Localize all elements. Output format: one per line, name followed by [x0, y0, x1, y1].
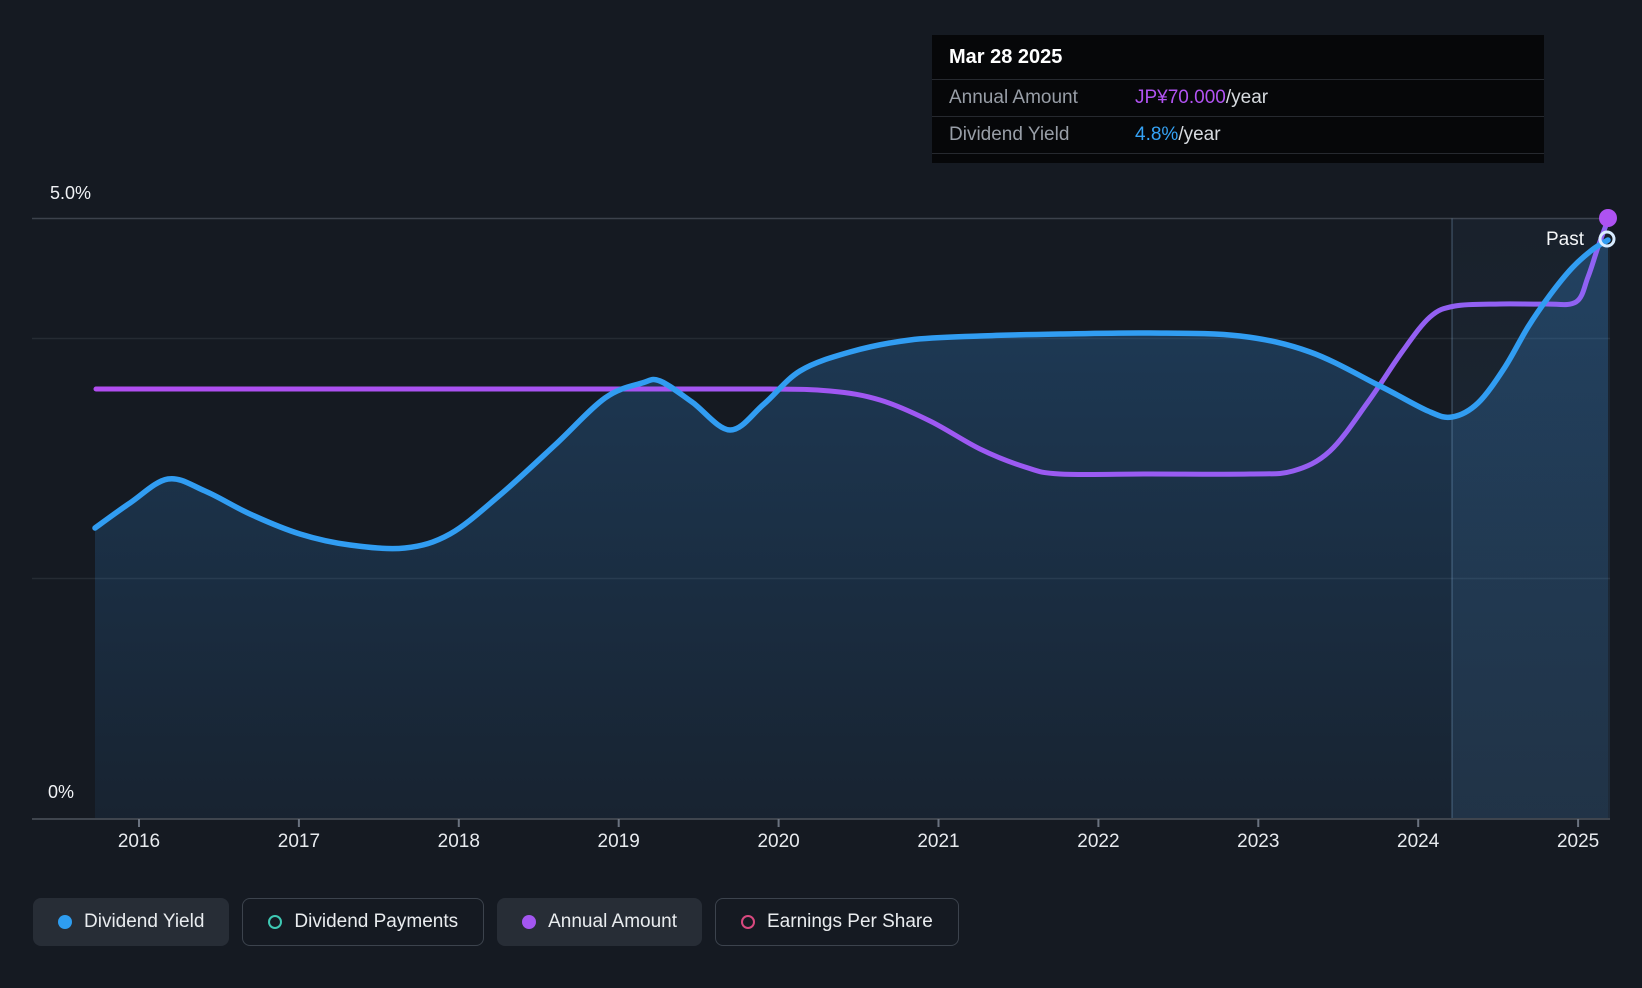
legend-swatch-dot: [522, 915, 537, 929]
x-axis-label-2025: 2025: [1556, 831, 1600, 852]
x-axis-label-2018: 2018: [437, 831, 480, 852]
annual-amount-line: [93, 217, 1611, 478]
tooltip-date: Mar 28 2025: [932, 35, 1544, 80]
legend-label: Earnings Per Share: [767, 911, 933, 932]
legend-pill-dividend-payments[interactable]: Dividend Payments: [242, 898, 485, 946]
tooltip-suffix: /year: [1178, 124, 1221, 145]
x-axis-label-2022: 2022: [1077, 831, 1120, 852]
tooltip-suffix: /year: [1225, 87, 1269, 108]
legend-label: Annual Amount: [548, 911, 677, 932]
chart-legend: Dividend Yield Dividend Payments Annual Am…: [33, 898, 959, 946]
legend-swatch-ring: [268, 915, 283, 929]
x-axis-label-2016: 2016: [117, 831, 161, 852]
tooltip-row-dividend-yield: Dividend Yield 4.8%/year: [932, 117, 1544, 154]
legend-swatch-ring: [741, 915, 755, 929]
legend-swatch-dot: [58, 915, 72, 929]
y-axis-label-top: 5.0%: [50, 183, 92, 203]
legend-pill-annual-amount[interactable]: Annual Amount: [497, 898, 702, 946]
past-hover-band: [1452, 218, 1610, 819]
dividend-yield-endpoint-dot[interactable]: [1598, 230, 1616, 248]
legend-label: Dividend Payments: [294, 911, 459, 932]
legend-label: Dividend Yield: [84, 911, 205, 932]
chart-tooltip: Mar 28 2025 Annual Amount JP¥70.000/year…: [932, 35, 1544, 163]
tooltip-value: 4.8%: [1135, 124, 1179, 145]
x-axis-label-2017: 2017: [277, 831, 321, 852]
x-axis-label-2023: 2023: [1237, 831, 1280, 852]
x-axis-labels: 2016 2017 2018 2019 2020 2021 2022 2023 2024 2025: [0, 831, 1642, 861]
x-axis-label-2019: 2019: [597, 831, 640, 852]
legend-pill-dividend-yield[interactable]: Dividend Yield: [33, 898, 230, 946]
past-label: Past: [1546, 229, 1585, 250]
tooltip-label: Annual Amount: [949, 87, 1078, 108]
legend-pill-earnings-per-share[interactable]: Earnings Per Share: [715, 898, 959, 946]
x-axis-ticks: [138, 819, 1580, 827]
dividend-yield-area: [95, 240, 1608, 819]
dividend-yield-line: [92, 237, 1611, 552]
tooltip-value: JP¥70.000: [1135, 87, 1226, 108]
x-axis-label-2021: 2021: [917, 831, 960, 852]
x-axis-label-2020: 2020: [757, 831, 800, 852]
x-axis-label-2024: 2024: [1397, 831, 1440, 852]
y-axis-label-bottom: 0%: [48, 782, 75, 802]
tooltip-label: Dividend Yield: [949, 124, 1070, 145]
tooltip-row-annual-amount: Annual Amount JP¥70.000/year: [932, 80, 1544, 117]
annual-amount-endpoint-dot[interactable]: [1599, 209, 1617, 227]
